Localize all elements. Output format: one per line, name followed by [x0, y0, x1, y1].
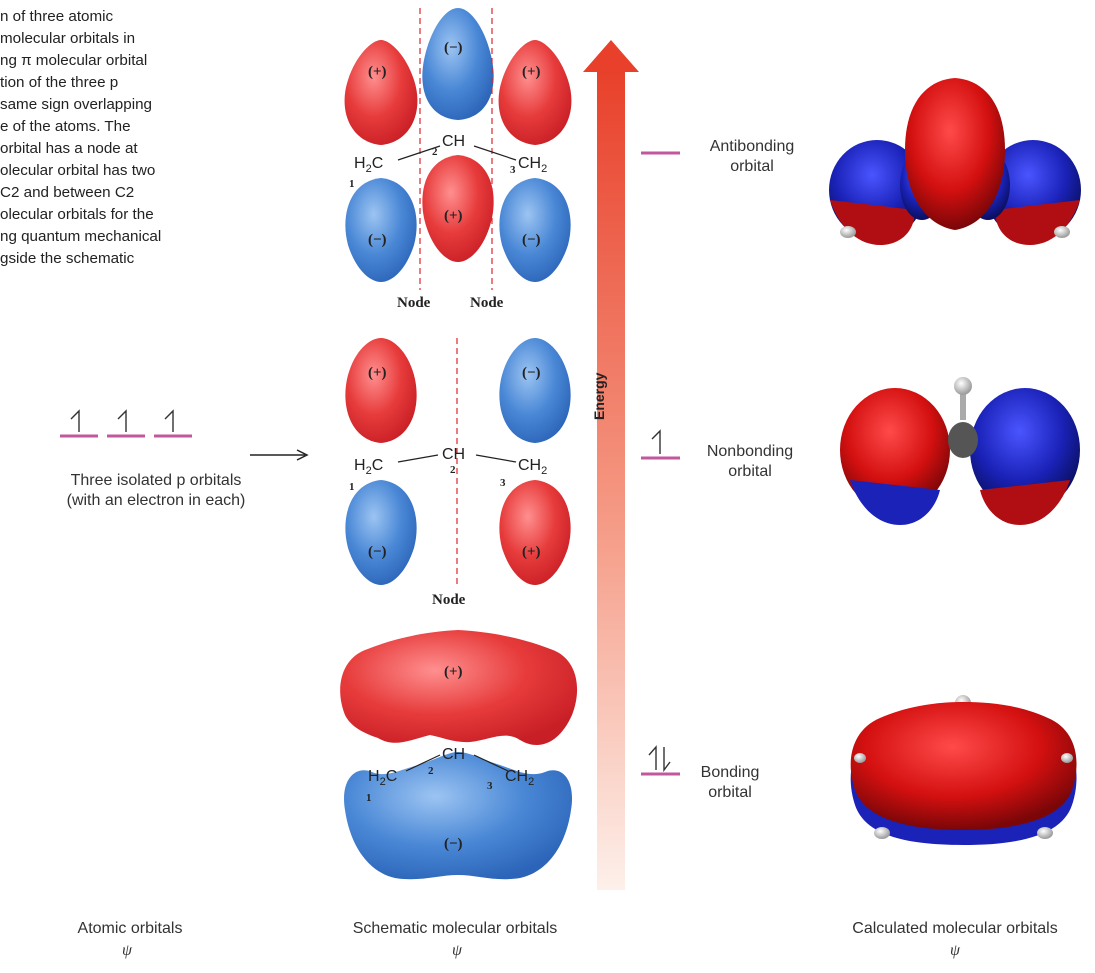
node-label: Node — [397, 295, 431, 311]
carbon-number: 2 — [450, 464, 456, 476]
ch2-label: CH2 — [505, 768, 535, 789]
psi-symbol: ψ — [452, 942, 462, 959]
caption-line: C2 and between C2 — [0, 184, 135, 201]
caption-line: olecular orbital has two — [0, 162, 156, 179]
caption-line: gside the schematic — [0, 250, 135, 267]
atomic-label-line1: Three isolated p orbitals — [70, 472, 242, 489]
sign-plus: (+) — [368, 64, 387, 80]
electron-down-arrow — [663, 747, 671, 773]
ch-label: CH — [442, 133, 466, 150]
sign-minus: (−) — [368, 232, 387, 248]
ch-label: CH — [442, 446, 466, 463]
sign-minus: (−) — [444, 836, 463, 852]
carbon-number: 1 — [349, 178, 355, 190]
sign-plus: (+) — [522, 64, 541, 80]
lobe-plus — [499, 480, 571, 585]
nonbonding-label: Nonbonding orbital — [706, 443, 794, 480]
ch2-label: CH2 — [518, 155, 548, 176]
caption-line: ng π molecular orbital — [0, 52, 148, 69]
atomic-column-title: Atomic orbitals — [77, 920, 183, 937]
caption-line: same sign overlapping — [0, 96, 152, 113]
lobe-plus — [345, 338, 417, 443]
electron-up-arrow — [117, 409, 127, 432]
node-label: Node — [470, 295, 504, 311]
bonding-label: Bonding orbital — [700, 764, 760, 801]
ch-label: CH — [442, 746, 466, 763]
atomic-orbitals-description: Three isolated p orbitals (with an elect… — [0, 471, 312, 511]
caption-line: n of three atomic — [0, 8, 114, 25]
electron-up-arrow — [70, 409, 80, 432]
bonding-schematic — [340, 630, 578, 880]
atomic-levels — [60, 409, 192, 438]
carbon-number: 1 — [366, 792, 372, 804]
electron-up-arrow — [651, 429, 661, 454]
energy-axis-label: Energy — [591, 372, 607, 420]
lobe-minus — [345, 178, 417, 282]
lobe-plus — [498, 40, 572, 145]
ch2-label: CH2 — [518, 457, 548, 478]
h2c-label: H2C — [354, 155, 384, 176]
sign-plus: (+) — [522, 544, 541, 560]
sign-minus: (−) — [444, 40, 463, 56]
calc-bonding — [850, 695, 1077, 845]
psi-symbol: ψ — [122, 942, 132, 959]
figure-caption: n of three atomic molecular orbitals in … — [0, 6, 250, 270]
lobe-plus — [344, 40, 418, 145]
atomic-label-line2: (with an electron in each) — [66, 492, 246, 509]
nonbonding-schematic — [345, 338, 571, 588]
lobe-plus — [340, 630, 578, 746]
psi-symbol: ψ — [950, 942, 960, 959]
carbon-number: 2 — [428, 765, 434, 777]
sign-plus: (+) — [368, 365, 387, 381]
lobe-minus — [344, 752, 573, 880]
carbon-number: 3 — [510, 164, 516, 176]
calc-nonbonding — [840, 377, 1080, 525]
electron-up-arrow — [164, 409, 174, 432]
antibonding-schematic — [344, 8, 572, 290]
caption-line: tion of the three p — [0, 74, 119, 91]
sign-minus: (−) — [522, 365, 541, 381]
schematic-column-title: Schematic molecular orbitals — [352, 920, 558, 937]
antibonding-label: Antibonding orbital — [709, 138, 795, 175]
lobe-minus — [499, 338, 571, 443]
caption-line: e of the atoms. The — [0, 118, 131, 135]
node-label: Node — [432, 592, 466, 608]
lobe-minus — [345, 480, 417, 585]
mo-levels — [641, 151, 680, 776]
lobe-plus — [422, 155, 494, 262]
sign-minus: (−) — [522, 232, 541, 248]
sign-plus: (+) — [444, 664, 463, 680]
carbon-number: 3 — [500, 477, 506, 489]
combine-arrow — [250, 449, 309, 461]
caption-line: ng quantum mechanical — [0, 228, 162, 245]
h2c-label: H2C — [368, 768, 398, 789]
electron-up-arrow — [648, 745, 657, 770]
caption-line: olecular orbitals for the — [0, 206, 154, 223]
caption-line: orbital has a node at — [0, 140, 138, 157]
caption-line: molecular orbitals in — [0, 30, 136, 47]
lobe-minus — [422, 8, 494, 120]
sign-minus: (−) — [368, 544, 387, 560]
h2c-label: H2C — [354, 457, 384, 478]
carbon-number: 1 — [349, 481, 355, 493]
calculated-column-title: Calculated molecular orbitals — [852, 920, 1058, 937]
sign-plus: (+) — [444, 208, 463, 224]
energy-arrow — [583, 40, 639, 890]
carbon-number: 2 — [432, 146, 438, 158]
calc-antibonding — [829, 78, 1081, 245]
lobe-minus — [499, 178, 571, 282]
carbon-number: 3 — [487, 780, 493, 792]
